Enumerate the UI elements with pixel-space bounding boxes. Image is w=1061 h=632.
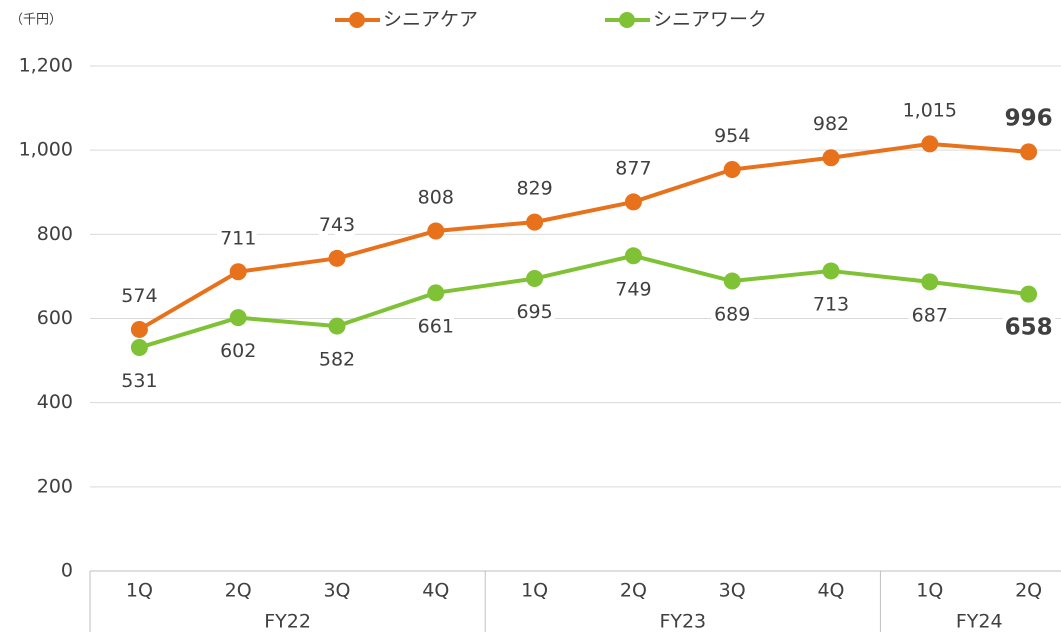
point bbox=[921, 273, 939, 291]
point bbox=[229, 263, 247, 281]
point bbox=[526, 270, 544, 288]
point bbox=[229, 309, 247, 327]
data-label: 743 bbox=[319, 214, 355, 236]
point bbox=[328, 317, 346, 335]
x-group-label: FY22 bbox=[264, 611, 311, 632]
point bbox=[723, 272, 741, 290]
data-label: 658 bbox=[1005, 315, 1053, 341]
y-tick-label: 0 bbox=[61, 560, 73, 582]
unit-label: （千円） bbox=[10, 13, 62, 28]
data-label: 574 bbox=[121, 285, 157, 307]
y-tick-label: 1,200 bbox=[19, 55, 73, 77]
data-label: 877 bbox=[615, 157, 651, 179]
data-label: 582 bbox=[319, 349, 355, 371]
x-tick-label: 2Q bbox=[620, 580, 647, 602]
data-label: 531 bbox=[121, 370, 157, 392]
point bbox=[1020, 143, 1038, 161]
x-group-label: FY24 bbox=[956, 611, 1003, 632]
x-tick-label: 2Q bbox=[225, 580, 252, 602]
x-tick-label: 4Q bbox=[422, 580, 449, 602]
point bbox=[427, 222, 445, 240]
data-label: 954 bbox=[714, 125, 750, 147]
x-tick-label: 4Q bbox=[817, 580, 844, 602]
legend-marker bbox=[619, 12, 635, 28]
y-tick-label: 800 bbox=[37, 223, 73, 245]
data-label: 829 bbox=[516, 178, 552, 200]
point bbox=[822, 149, 840, 167]
point bbox=[427, 284, 445, 302]
legend-label: シニアワーク bbox=[653, 9, 767, 31]
x-tick-label: 2Q bbox=[1015, 580, 1042, 602]
point bbox=[130, 339, 148, 357]
data-label: 982 bbox=[813, 113, 849, 135]
legend-marker bbox=[349, 12, 365, 28]
point bbox=[328, 249, 346, 267]
data-label: 1,015 bbox=[903, 99, 957, 121]
point bbox=[130, 320, 148, 338]
data-label: 713 bbox=[813, 293, 849, 315]
point bbox=[526, 213, 544, 231]
data-label: 661 bbox=[418, 315, 454, 337]
data-label: 687 bbox=[912, 304, 948, 326]
point bbox=[624, 247, 642, 265]
x-tick-label: 1Q bbox=[916, 580, 943, 602]
data-label: 695 bbox=[516, 301, 552, 323]
x-tick-label: 3Q bbox=[719, 580, 746, 602]
x-group-label: FY23 bbox=[659, 611, 706, 632]
data-label: 711 bbox=[220, 227, 256, 249]
y-tick-label: 200 bbox=[37, 475, 73, 497]
series-line bbox=[138, 141, 1029, 332]
point bbox=[921, 135, 939, 153]
point bbox=[723, 161, 741, 179]
data-label: 808 bbox=[418, 186, 454, 208]
point bbox=[1020, 285, 1038, 303]
x-tick-label: 3Q bbox=[323, 580, 350, 602]
legend-label: シニアケア bbox=[383, 9, 478, 31]
data-label: 602 bbox=[220, 340, 256, 362]
point bbox=[822, 262, 840, 280]
y-tick-label: 1,000 bbox=[19, 139, 73, 161]
data-label: 749 bbox=[615, 278, 651, 300]
y-tick-label: 400 bbox=[37, 391, 73, 413]
data-label: 689 bbox=[714, 304, 750, 326]
series-line bbox=[138, 253, 1029, 350]
y-tick-label: 600 bbox=[37, 307, 73, 329]
x-tick-label: 1Q bbox=[521, 580, 548, 602]
data-label: 996 bbox=[1005, 105, 1053, 131]
point bbox=[624, 193, 642, 211]
x-tick-label: 1Q bbox=[126, 580, 153, 602]
